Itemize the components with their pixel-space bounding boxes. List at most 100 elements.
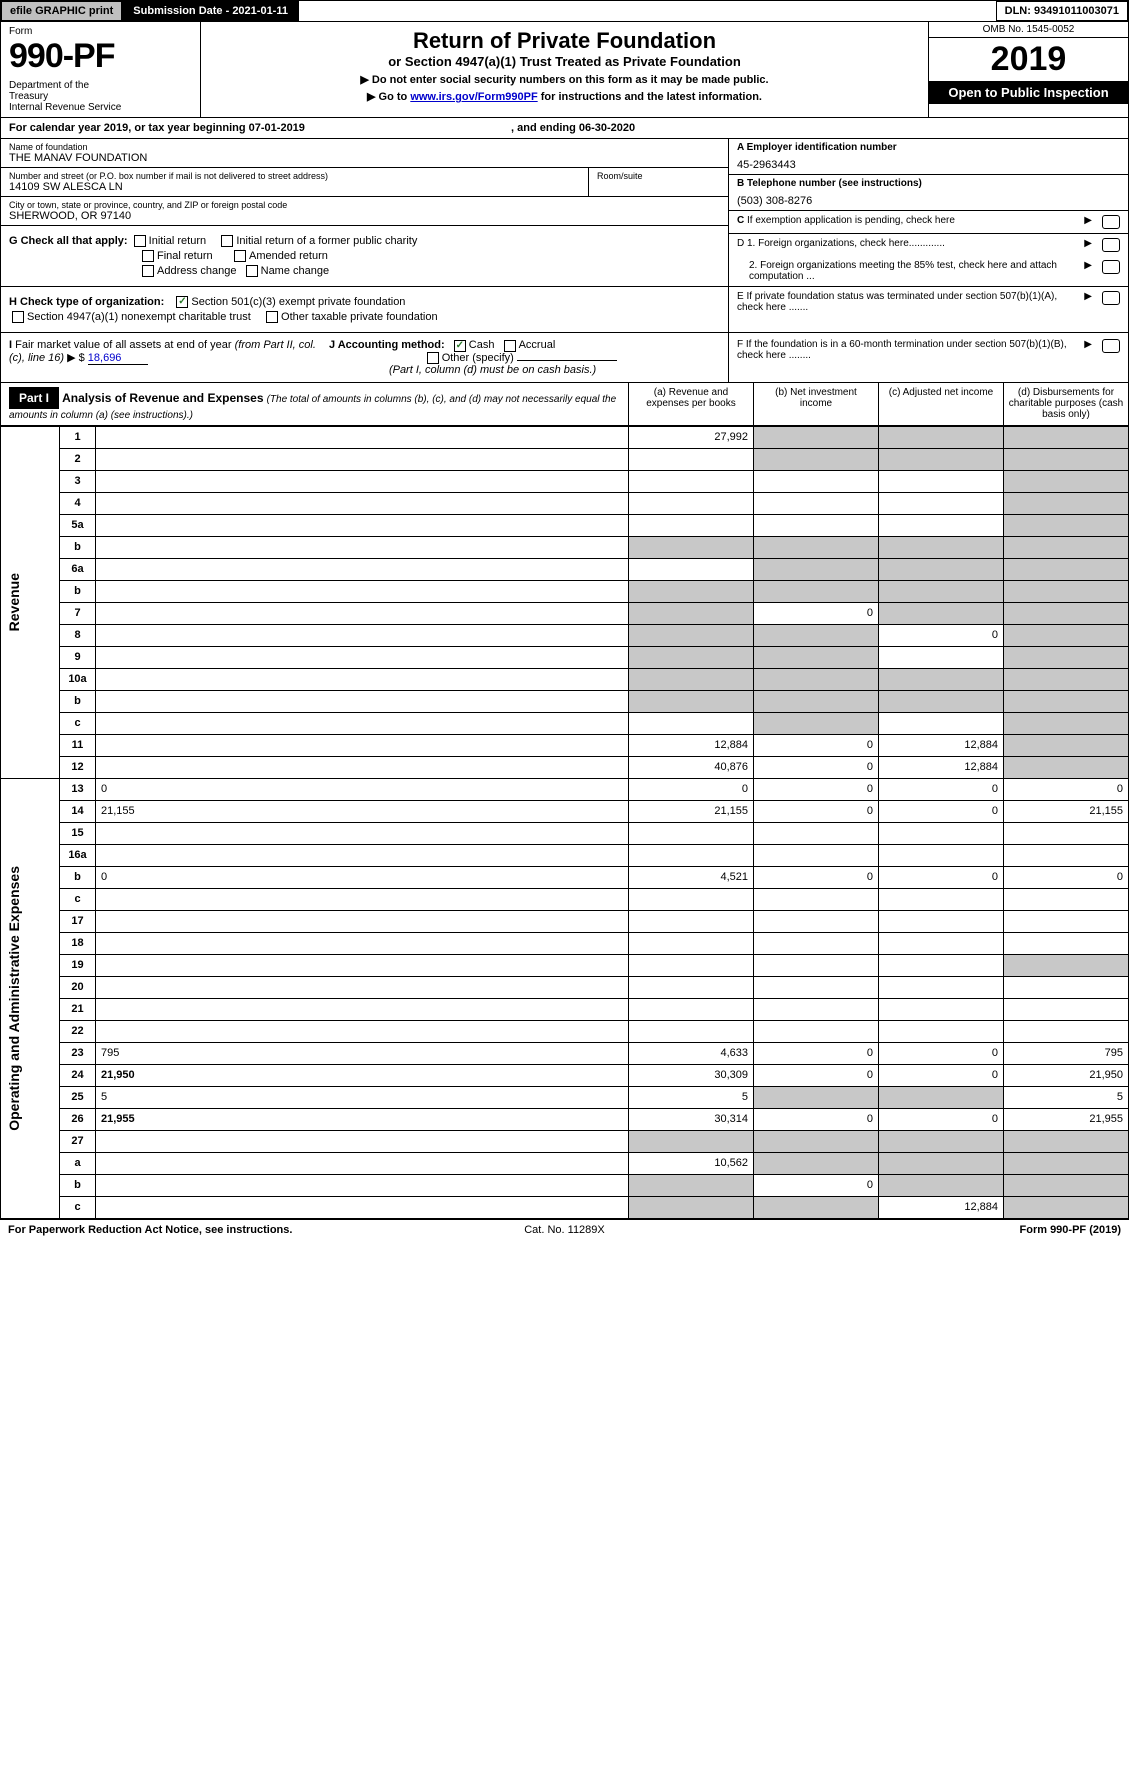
row-number: b: [60, 866, 96, 888]
row-number: 21: [60, 998, 96, 1020]
cash-checkbox[interactable]: [454, 340, 466, 352]
cell-b: [754, 910, 879, 932]
fmv-value: 18,696: [88, 352, 148, 365]
final-return-checkbox[interactable]: [142, 250, 154, 262]
row-description: [96, 624, 629, 646]
accrual-checkbox[interactable]: [504, 340, 516, 352]
row-description: [96, 844, 629, 866]
row-description: [96, 602, 629, 624]
row-description: [96, 1020, 629, 1042]
cell-c: [879, 448, 1004, 470]
row-description: [96, 668, 629, 690]
irs-link[interactable]: www.irs.gov/Form990PF: [410, 91, 537, 103]
cell-b: [754, 492, 879, 514]
department-label: Department of theTreasuryInternal Revenu…: [9, 80, 192, 113]
form-label: Form: [9, 26, 192, 37]
row-number: 12: [60, 756, 96, 778]
d2-checkbox[interactable]: [1102, 260, 1120, 274]
row-number: c: [60, 712, 96, 734]
table-row: 25555: [1, 1086, 1129, 1108]
initial-return-checkbox[interactable]: [134, 235, 146, 247]
row-number: 19: [60, 954, 96, 976]
city-cell: City or town, state or province, country…: [1, 197, 728, 226]
cell-d: [1004, 602, 1129, 624]
main-table: Revenue127,9922345ab6ab7080910abc1112,88…: [0, 426, 1129, 1219]
4947-checkbox[interactable]: [12, 311, 24, 323]
cell-c: [879, 492, 1004, 514]
f-row: F If the foundation is in a 60-month ter…: [737, 339, 1120, 361]
cell-c: [879, 536, 1004, 558]
d1-checkbox[interactable]: [1102, 238, 1120, 252]
cell-c: [879, 1086, 1004, 1108]
table-row: 5a: [1, 514, 1129, 536]
cell-c: 0: [879, 800, 1004, 822]
cell-d: [1004, 646, 1129, 668]
initial-return-public-checkbox[interactable]: [221, 235, 233, 247]
cell-c: 12,884: [879, 734, 1004, 756]
form-note-2: ▶ Go to www.irs.gov/Form990PF for instru…: [211, 90, 918, 103]
address-change-checkbox[interactable]: [142, 265, 154, 277]
c-checkbox[interactable]: [1102, 215, 1120, 229]
cell-a: [629, 888, 754, 910]
table-row: b: [1, 580, 1129, 602]
submission-date: Submission Date - 2021-01-11: [122, 1, 299, 21]
other-taxable-checkbox[interactable]: [266, 311, 278, 323]
table-row: 17: [1, 910, 1129, 932]
col-b-header: (b) Net investment income: [753, 383, 878, 425]
cell-d: 21,955: [1004, 1108, 1129, 1130]
e-checkbox[interactable]: [1102, 291, 1120, 305]
cell-a: [629, 822, 754, 844]
table-row: 10a: [1, 668, 1129, 690]
cell-b: [754, 624, 879, 646]
cell-c: [879, 646, 1004, 668]
page-footer: For Paperwork Reduction Act Notice, see …: [0, 1219, 1129, 1240]
f-checkbox[interactable]: [1102, 339, 1120, 353]
cell-d: 5: [1004, 1086, 1129, 1108]
cell-a: [629, 998, 754, 1020]
cell-c: 12,884: [879, 1196, 1004, 1218]
name-change-checkbox[interactable]: [246, 265, 258, 277]
row-number: 9: [60, 646, 96, 668]
amended-return-checkbox[interactable]: [234, 250, 246, 262]
other-method-checkbox[interactable]: [427, 352, 439, 364]
cell-a: [629, 646, 754, 668]
cell-c: [879, 668, 1004, 690]
header-right: OMB No. 1545-0052 2019 Open to Public In…: [928, 22, 1128, 117]
table-row: b: [1, 536, 1129, 558]
cell-a: 5: [629, 1086, 754, 1108]
h-section: H Check type of organization: Section 50…: [1, 287, 728, 332]
phone-cell: B Telephone number (see instructions) (5…: [729, 175, 1128, 211]
cell-d: [1004, 954, 1129, 976]
d2-row: 2. Foreign organizations meeting the 85%…: [729, 256, 1128, 286]
col-d-header: (d) Disbursements for charitable purpose…: [1003, 383, 1128, 425]
open-to-public: Open to Public Inspection: [929, 81, 1128, 104]
row-description: [96, 558, 629, 580]
cell-b: [754, 668, 879, 690]
cell-b: 0: [754, 602, 879, 624]
table-row: 4: [1, 492, 1129, 514]
row-number: 23: [60, 1042, 96, 1064]
cell-b: [754, 998, 879, 1020]
dln-number: DLN: 93491011003071: [996, 1, 1128, 21]
cell-c: [879, 690, 1004, 712]
row-description: [96, 954, 629, 976]
table-row: 1240,876012,884: [1, 756, 1129, 778]
cell-a: [629, 1174, 754, 1196]
cell-d: [1004, 580, 1129, 602]
501c3-checkbox[interactable]: [176, 296, 188, 308]
row-number: b: [60, 1174, 96, 1196]
table-row: 1421,15521,1550021,155: [1, 800, 1129, 822]
efile-print-button[interactable]: efile GRAPHIC print: [1, 1, 122, 21]
cell-c: 12,884: [879, 756, 1004, 778]
table-row: 15: [1, 822, 1129, 844]
cell-c: 0: [879, 778, 1004, 800]
cell-b: [754, 1020, 879, 1042]
table-row: 27: [1, 1130, 1129, 1152]
form-number: 990-PF: [9, 37, 192, 76]
row-number: 13: [60, 778, 96, 800]
footer-left: For Paperwork Reduction Act Notice, see …: [8, 1224, 379, 1236]
cell-b: [754, 976, 879, 998]
row-number: 14: [60, 800, 96, 822]
cell-a: [629, 1020, 754, 1042]
cell-a: [629, 448, 754, 470]
